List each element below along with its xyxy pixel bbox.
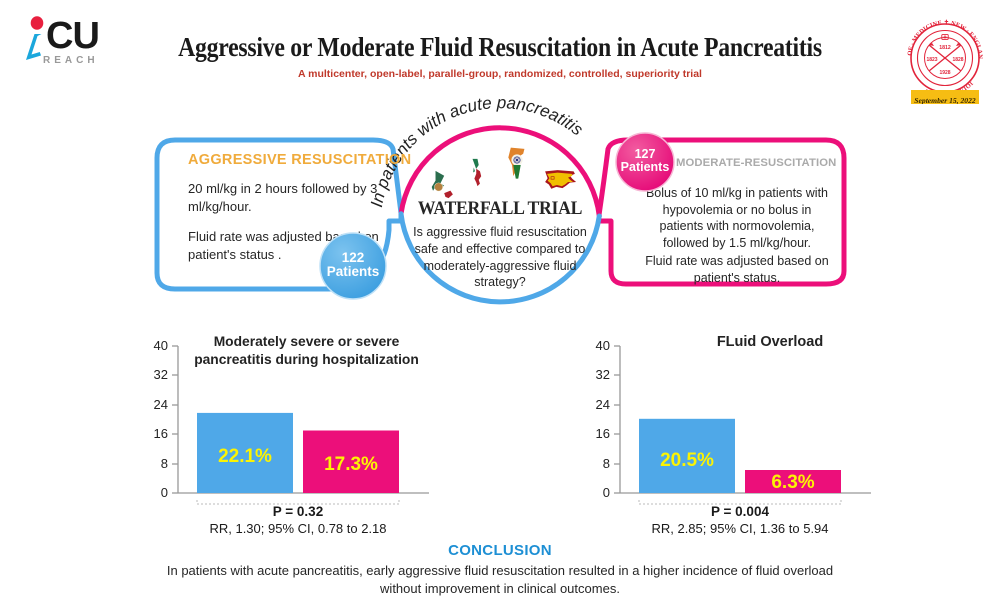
svg-text:40: 40 bbox=[596, 338, 610, 353]
svg-text:P = 0.004: P = 0.004 bbox=[711, 504, 769, 519]
svg-text:RR, 2.85; 95% CI, 1.36 to 5.94: RR, 2.85; 95% CI, 1.36 to 5.94 bbox=[651, 521, 828, 536]
svg-text:8: 8 bbox=[603, 456, 610, 471]
svg-text:0: 0 bbox=[603, 485, 610, 500]
svg-text:6.3%: 6.3% bbox=[771, 472, 814, 493]
svg-text:32: 32 bbox=[596, 367, 610, 382]
svg-text:24: 24 bbox=[596, 397, 610, 412]
svg-text:20.5%: 20.5% bbox=[660, 450, 714, 471]
svg-text:16: 16 bbox=[596, 426, 610, 441]
